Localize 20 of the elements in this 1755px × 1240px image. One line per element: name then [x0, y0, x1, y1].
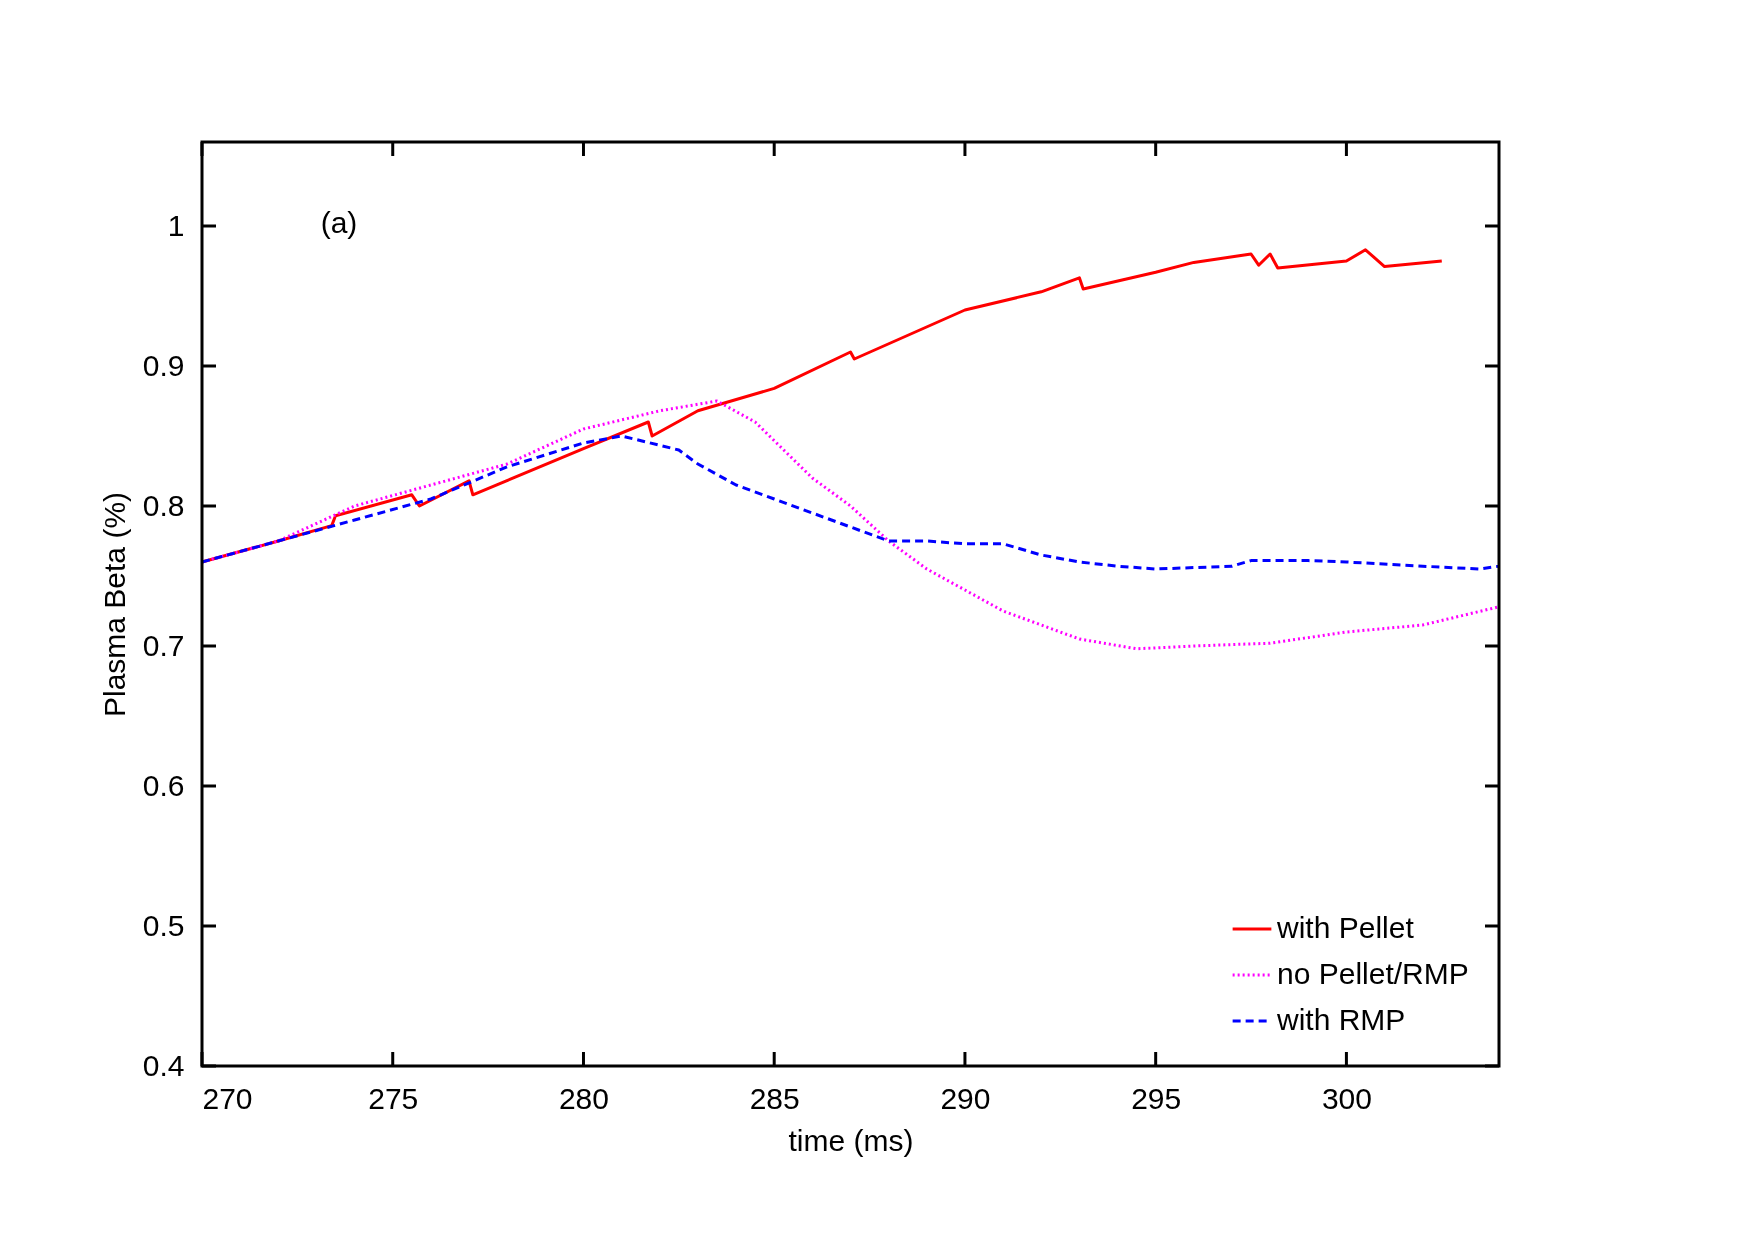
- legend-label: with Pellet: [1276, 911, 1415, 944]
- x-tick-label: 270: [202, 1081, 253, 1115]
- y-tick-label: 0.4: [142, 1048, 185, 1082]
- annotation: (a): [320, 206, 358, 239]
- legend-label: no Pellet/RMP: [1277, 957, 1469, 990]
- y-axis-title: Plasma Beta (%): [97, 491, 131, 718]
- x-tick-label: 290: [940, 1081, 991, 1115]
- y-tick-label: 0.5: [142, 908, 185, 942]
- y-tick-label: 0.8: [142, 488, 185, 522]
- x-tick-label: 275: [368, 1081, 419, 1115]
- y-tick-label: 1: [167, 208, 185, 242]
- x-axis-title: time (ms): [788, 1123, 914, 1157]
- x-tick-label: 295: [1131, 1081, 1182, 1115]
- y-tick-label: 0.6: [142, 768, 185, 802]
- x-tick-label: 285: [749, 1081, 800, 1115]
- y-tick-label: 0.7: [142, 628, 185, 662]
- x-tick-label: 280: [558, 1081, 609, 1115]
- legend-label: with RMP: [1276, 1003, 1406, 1036]
- y-tick-label: 0.9: [142, 348, 185, 382]
- x-tick-label: 300: [1321, 1081, 1372, 1115]
